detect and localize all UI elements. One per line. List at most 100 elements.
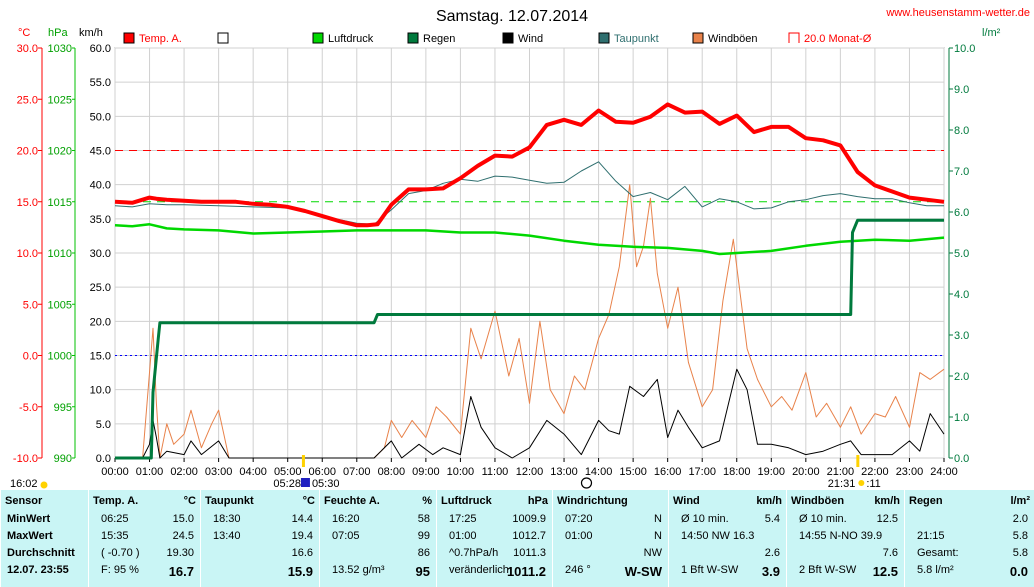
table-cell-label: ^0.7hPa/h (449, 547, 499, 559)
x-tick-label: 24:00 (930, 466, 958, 478)
series-line-wind (115, 368, 945, 459)
legend-label: 20.0 Monat-Ø (804, 33, 872, 45)
wind-tick-label: 40.0 (90, 180, 111, 192)
sun-icon (40, 481, 48, 489)
table-col-unit: l/m² (1010, 495, 1030, 507)
x-tick-label: 23:00 (896, 466, 924, 478)
table-cell-label: Gesamt: (917, 547, 959, 559)
table-cell-label: 06:25 (101, 513, 129, 525)
series-line-temp-a- (114, 102, 945, 228)
x-tick-label: 14:00 (585, 466, 613, 478)
rain-tick-label: 6.0 (954, 207, 969, 219)
table-cell-label: F: 95 % (101, 564, 139, 576)
temp-tick-label: 10.0 (17, 248, 38, 260)
pressure-tick-label: 1010 (48, 248, 72, 260)
table-row: 2.0 (905, 513, 1034, 529)
temp-unit-label: °C (18, 27, 30, 39)
table-row: 86 (320, 547, 436, 563)
x-tick-label: 00:00 (101, 466, 129, 478)
table-row: 16.6 (201, 547, 319, 563)
pressure-tick-label: 1000 (48, 351, 72, 363)
table-row: Ø 10 min. 5.4 (669, 513, 786, 529)
table-col-sensor: Sensor MinWert MaxWert Durchschnitt 12.07. 2… (0, 490, 88, 587)
table-cell-value: 19.4 (291, 530, 313, 542)
series-line-windböen (115, 184, 945, 459)
table-cell-label: 07:05 (332, 530, 360, 542)
noon-marker-icon (580, 477, 593, 489)
axes: 30.0 25.0 20.0 15.0 10.0 5.0 0.0 -5.0 -10.0 1030 1… (13, 43, 976, 478)
table-col-header: Taupunkt (205, 495, 254, 507)
table-col-hum: Feuchte A.% 16:20 58 07:05 99 86 13.52 g/m³ 95 (319, 490, 436, 587)
table-col-press: Luftdruck hPa 17:25 1009.9 01:00 1012.7 ^0.7hP… (436, 490, 552, 587)
table-cell-value: 2.6 (764, 547, 780, 559)
legend-swatch (312, 32, 324, 44)
table-row: veränderlich 1011.2 (437, 564, 552, 580)
table-cell-value: 5.8 (1012, 547, 1028, 559)
legend-label: Wind (518, 33, 543, 45)
table-cell-label: 246 ° (565, 564, 591, 576)
table-cell-value: 58 (417, 513, 430, 525)
table-cell-label: Ø 10 min. (681, 513, 729, 525)
wind-tick-label: 30.0 (90, 248, 111, 260)
temp-tick-label: 30.0 (17, 43, 38, 55)
moon-icon (300, 478, 310, 487)
table-col-header: Feuchte A. (324, 495, 380, 507)
table-row: 14:50 NW 16.3 (669, 530, 786, 546)
legend-swatch (502, 32, 514, 44)
table-col-unit: hPa (527, 495, 548, 507)
pressure-tick-label: 990 (54, 453, 72, 465)
table-col-temp: Temp. A. °C 06:25 15.0 15:35 24.5 ( -0.70 ) 19.… (88, 490, 200, 587)
table-cell-value: 5.8 (1012, 530, 1028, 542)
rain-tick-label: 4.0 (954, 289, 969, 301)
table-row: 07:05 99 (320, 530, 436, 546)
table-row: 2 Bft W-SW 12.5 (787, 564, 904, 580)
table-cell-value: NW (643, 547, 662, 559)
table-row: Durchschnitt (1, 547, 88, 563)
table-col-unit: % (422, 495, 432, 507)
table-row: 15.9 (201, 564, 319, 580)
table-cell-value: N (654, 513, 662, 525)
temp-tick-label: 15.0 (17, 197, 38, 209)
rain-tick-label: 1.0 (954, 412, 969, 424)
table-cell-label: Ø 10 min. (799, 513, 847, 525)
table-row: Ø 10 min. 12.5 (787, 513, 904, 529)
table-cell-value: 1009.9 (512, 513, 546, 525)
x-tick-label: 15:00 (619, 466, 647, 478)
table-row: 17:25 1009.9 (437, 513, 552, 529)
table-cell-label: MinWert (7, 513, 51, 525)
wind-tick-label: 5.0 (96, 419, 111, 431)
table-cell-value: 12.5 (872, 564, 898, 579)
table-cell-label: 2 Bft W-SW (799, 564, 857, 576)
table-row: 14:55 N-NO 39.9 (787, 530, 904, 546)
x-tick-label: 03:00 (205, 466, 233, 478)
legend-label: Windböen (708, 33, 758, 45)
table-cell-label: 16:20 (332, 513, 360, 525)
x-tick-label: 11:00 (482, 466, 509, 478)
x-tick-label: 07:00 (343, 466, 371, 478)
table-cell-value: 95 (415, 564, 430, 579)
x-tick-label: 17:00 (688, 466, 716, 478)
x-tick-label: 12:00 (516, 466, 544, 478)
wind-tick-label: 60.0 (90, 43, 111, 55)
table-row: 12.07. 23:55 (1, 564, 88, 580)
temp-tick-label: 5.0 (23, 299, 38, 311)
table-col-header: Wind (673, 495, 700, 507)
rain-tick-label: 2.0 (954, 371, 969, 383)
table-cell-label: MaxWert (7, 530, 53, 542)
table-row: ( -0.70 ) 19.30 (89, 547, 200, 563)
table-col-unit: °C (302, 495, 315, 507)
series-line-regen (115, 218, 944, 460)
table-col-header: Windböen (791, 495, 845, 507)
legend-swatch (123, 32, 135, 44)
wind-tick-label: 20.0 (90, 316, 111, 328)
wind-tick-label: 35.0 (90, 214, 111, 226)
pressure-tick-label: 1005 (48, 299, 72, 311)
table-col-header: Sensor (5, 495, 43, 507)
chart-title: Samstag. 12.07.2014 (436, 8, 588, 25)
table-cell-label: 01:00 (449, 530, 477, 542)
wind-tick-label: 25.0 (90, 282, 111, 294)
table-cell-label: 17:25 (449, 513, 477, 525)
series-line-luftdruck (114, 223, 945, 256)
legend-swatch (217, 32, 229, 44)
rain-tick-label: 5.0 (954, 248, 969, 260)
